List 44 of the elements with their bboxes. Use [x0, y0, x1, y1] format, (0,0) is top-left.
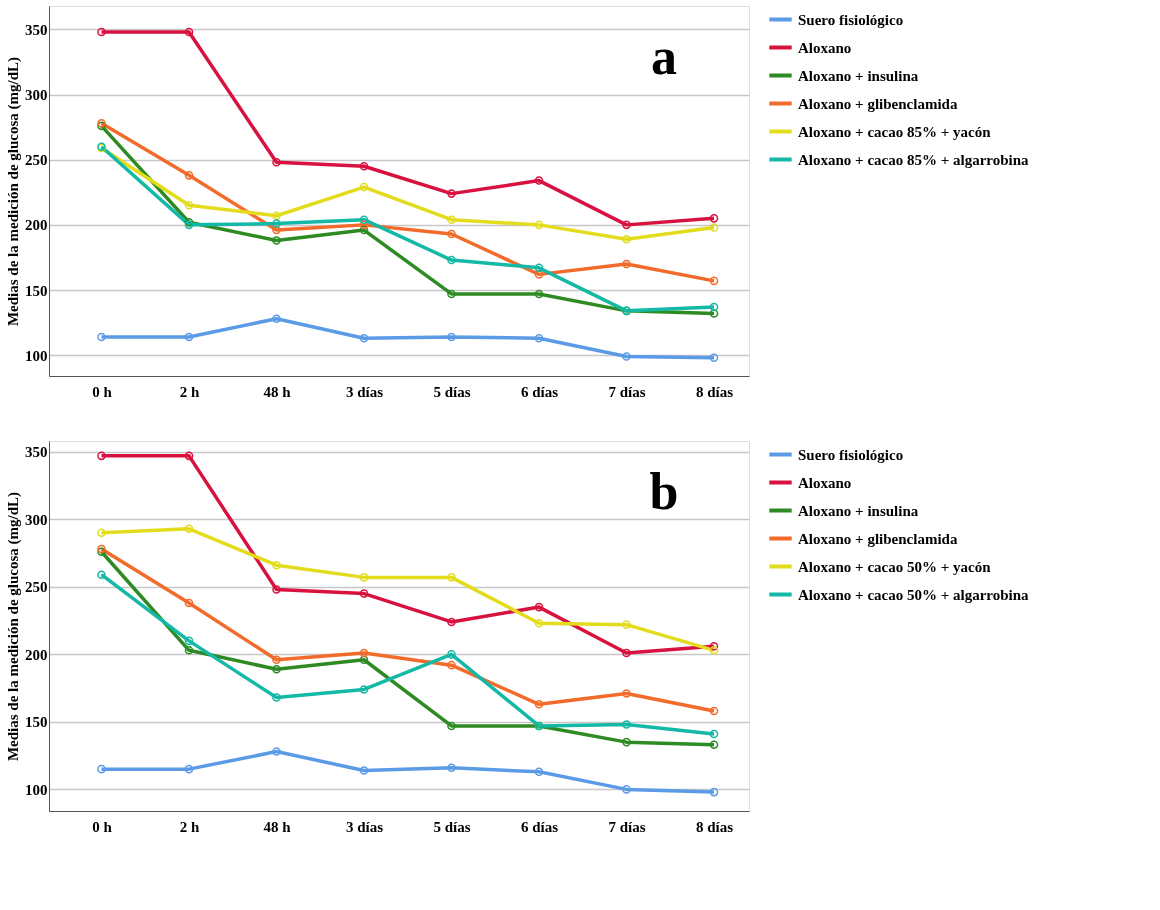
legend-label: Aloxano + insulina: [798, 67, 919, 84]
y-tick-label: 100: [25, 781, 48, 798]
x-tick-label: 6 días: [520, 818, 559, 835]
legend-label: Aloxano + cacao 50% + algarrobina: [798, 586, 1030, 603]
y-tick-label: 250: [25, 579, 48, 596]
x-tick-label: 8 días: [695, 818, 734, 835]
y-tick-label: 150: [25, 282, 48, 299]
y-tick-label: 350: [25, 21, 48, 38]
x-tick-label: 0 h: [92, 383, 113, 400]
legend-label: Suero fisiológico: [798, 11, 904, 28]
y-tick-label: 300: [25, 87, 48, 104]
x-tick-label: 5 días: [433, 383, 471, 400]
legend-label: Aloxano + glibenclamida: [798, 95, 958, 112]
x-tick-label: 2 h: [179, 383, 200, 400]
x-tick-label: 3 días: [345, 818, 384, 835]
legend-label: Aloxano + cacao 85% + algarrobina: [798, 151, 1030, 168]
x-tick-label: 48 h: [263, 383, 292, 400]
y-tick-label: 300: [25, 511, 48, 528]
y-tick-label: 250: [25, 152, 48, 169]
y-tick-label: 150: [25, 714, 48, 731]
x-tick-label: 3 días: [345, 383, 384, 400]
y-axis-title: Medias de la medición de glucosa (mg/dL): [5, 56, 22, 327]
x-tick-label: 2 h: [179, 818, 200, 835]
legend-label: Suero fisiológico: [798, 446, 904, 463]
x-tick-label: 7 días: [608, 818, 646, 835]
y-tick-label: 100: [25, 347, 48, 364]
y-tick-label: 350: [25, 444, 48, 461]
legend-label: Aloxano + insulina: [798, 502, 919, 519]
annotation: a: [651, 28, 677, 85]
y-tick-label: 200: [25, 217, 48, 234]
x-tick-label: 7 días: [608, 383, 646, 400]
x-tick-label: 8 días: [695, 383, 734, 400]
legend-label: Aloxano + cacao 50% + yacón: [798, 558, 992, 575]
legend-label: Aloxano + glibenclamida: [798, 530, 958, 547]
x-tick-label: 48 h: [263, 818, 292, 835]
x-tick-label: 0 h: [92, 818, 113, 835]
annotation: b: [649, 463, 679, 520]
x-tick-label: 6 días: [520, 383, 559, 400]
y-axis-title: Medias de la medición de glucosa (mg/dL): [5, 491, 22, 762]
legend-label: Aloxano: [798, 474, 852, 491]
legend-label: Aloxano: [798, 39, 852, 56]
x-tick-label: 5 días: [433, 818, 471, 835]
legend-label: Aloxano + cacao 85% + yacón: [798, 123, 992, 140]
y-tick-label: 200: [25, 646, 48, 663]
